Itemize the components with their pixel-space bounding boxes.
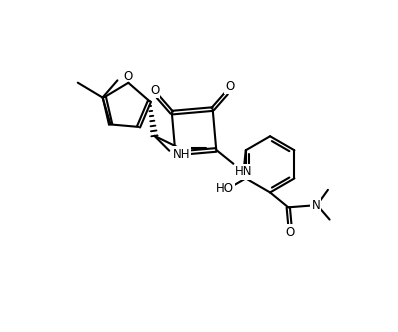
Text: HN: HN [235,165,253,179]
Text: O: O [285,226,295,239]
Text: HO: HO [216,182,234,195]
Text: O: O [225,80,234,93]
Text: NH: NH [173,147,190,161]
Text: O: O [124,70,133,83]
Text: O: O [150,84,159,97]
Text: N: N [311,199,320,211]
